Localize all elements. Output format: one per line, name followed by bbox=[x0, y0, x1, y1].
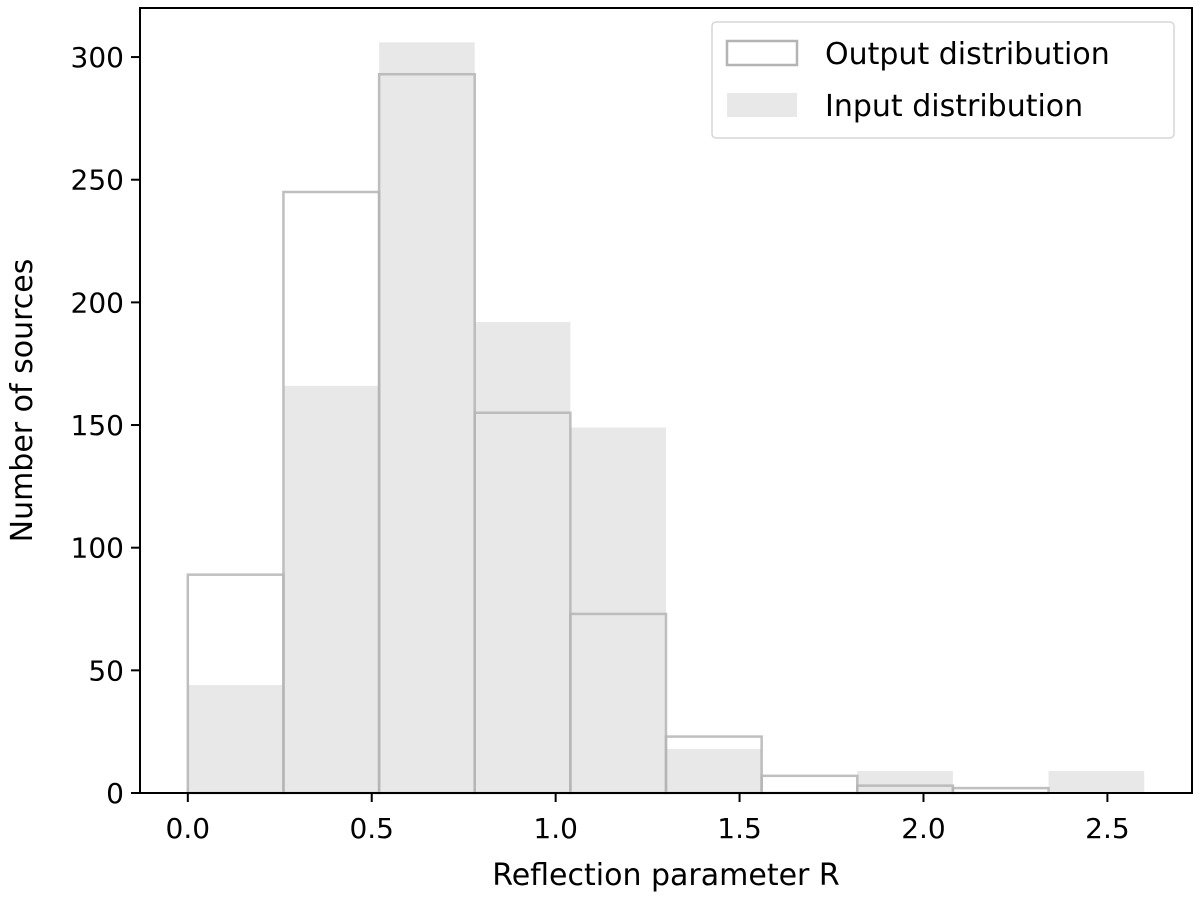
x-axis-label: Reflection parameter R bbox=[492, 858, 840, 893]
x-tick-label: 2.0 bbox=[901, 812, 946, 845]
input-bar bbox=[570, 427, 666, 793]
input-bar bbox=[474, 322, 571, 793]
legend-box bbox=[711, 21, 1175, 139]
x-tick-label: 1.5 bbox=[717, 812, 762, 845]
axes-frame bbox=[139, 7, 1193, 794]
x-tick-label: 0.5 bbox=[349, 812, 394, 845]
y-tick-label: 0 bbox=[106, 777, 124, 810]
input-bar bbox=[379, 42, 475, 793]
input-bar bbox=[1048, 770, 1145, 793]
y-tick-label: 250 bbox=[71, 164, 124, 197]
legend: Output distribution Input distribution bbox=[711, 21, 1175, 139]
x-tick-label: 1.0 bbox=[533, 812, 578, 845]
input-bar bbox=[187, 685, 284, 793]
legend-label-input: Input distribution bbox=[825, 89, 1083, 124]
output-bar bbox=[760, 774, 859, 795]
legend-label-output: Output distribution bbox=[825, 37, 1110, 72]
legend-swatch-output bbox=[725, 39, 799, 67]
input-distribution-bars bbox=[187, 42, 1145, 793]
y-tick-label: 200 bbox=[71, 286, 124, 319]
y-tick-label: 300 bbox=[71, 41, 124, 74]
y-axis-label: Number of sources bbox=[5, 259, 40, 543]
axis-ticks: 0.0 0.5 1.0 1.5 2.0 2.5 0 50 100 150 200 250 300 bbox=[71, 41, 1130, 845]
input-bar bbox=[283, 385, 380, 793]
input-bar bbox=[857, 770, 953, 793]
y-tick-label: 50 bbox=[88, 654, 124, 687]
y-tick-label: 100 bbox=[71, 532, 124, 565]
input-bar bbox=[666, 748, 762, 793]
legend-swatch-input bbox=[727, 93, 797, 117]
x-tick-label: 2.5 bbox=[1085, 812, 1130, 845]
y-tick-label: 150 bbox=[71, 409, 124, 442]
x-tick-label: 0.0 bbox=[166, 812, 211, 845]
